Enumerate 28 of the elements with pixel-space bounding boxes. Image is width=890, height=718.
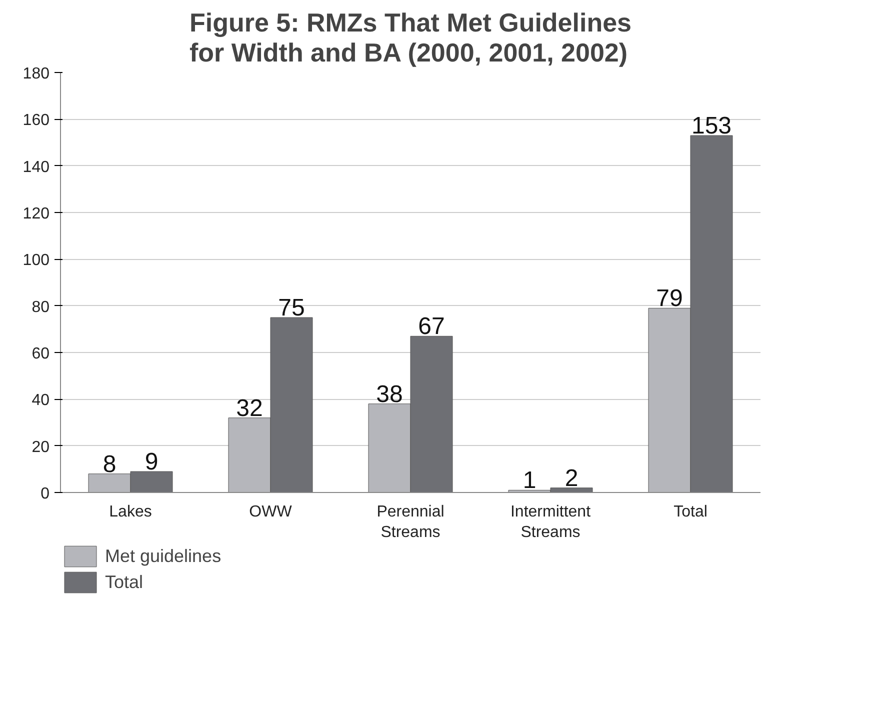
data-label: 32	[236, 394, 263, 422]
y-tick-label: 0	[40, 486, 50, 502]
chart-title: Figure 5: RMZs That Met Guidelines for Width and BA (2000, 2001, 2002)	[189, 8, 632, 68]
legend-label: Total	[105, 572, 144, 592]
y-tick-label: 180	[22, 66, 50, 82]
data-label: 1	[522, 467, 536, 494]
y-tick-label: 40	[32, 392, 50, 410]
x-tick-label: Intermittent Streams	[510, 504, 592, 541]
x-tick-label: Perennial Streams	[376, 504, 444, 541]
data-label: 153	[691, 112, 732, 140]
y-tick-label: 80	[32, 298, 50, 316]
data-label: 38	[376, 380, 403, 408]
y-tick-label: 160	[22, 112, 50, 130]
x-tick-label: Lakes	[109, 504, 152, 520]
y-tick-label: 140	[22, 158, 50, 176]
x-tick-label: OWW	[249, 504, 293, 520]
y-tick-label: 60	[32, 346, 50, 362]
y-tick-label: 120	[22, 206, 50, 222]
legend-label: Met guidelines	[105, 546, 222, 566]
data-label: 9	[144, 448, 158, 476]
y-tick-label: 100	[22, 252, 50, 270]
data-label: 75	[278, 294, 305, 322]
x-tick-label: Total	[674, 504, 708, 520]
data-label: 8	[102, 450, 116, 478]
data-label: 79	[656, 285, 683, 312]
data-label: 2	[564, 464, 578, 492]
y-tick-label: 20	[32, 438, 50, 456]
data-label: 67	[418, 313, 445, 340]
